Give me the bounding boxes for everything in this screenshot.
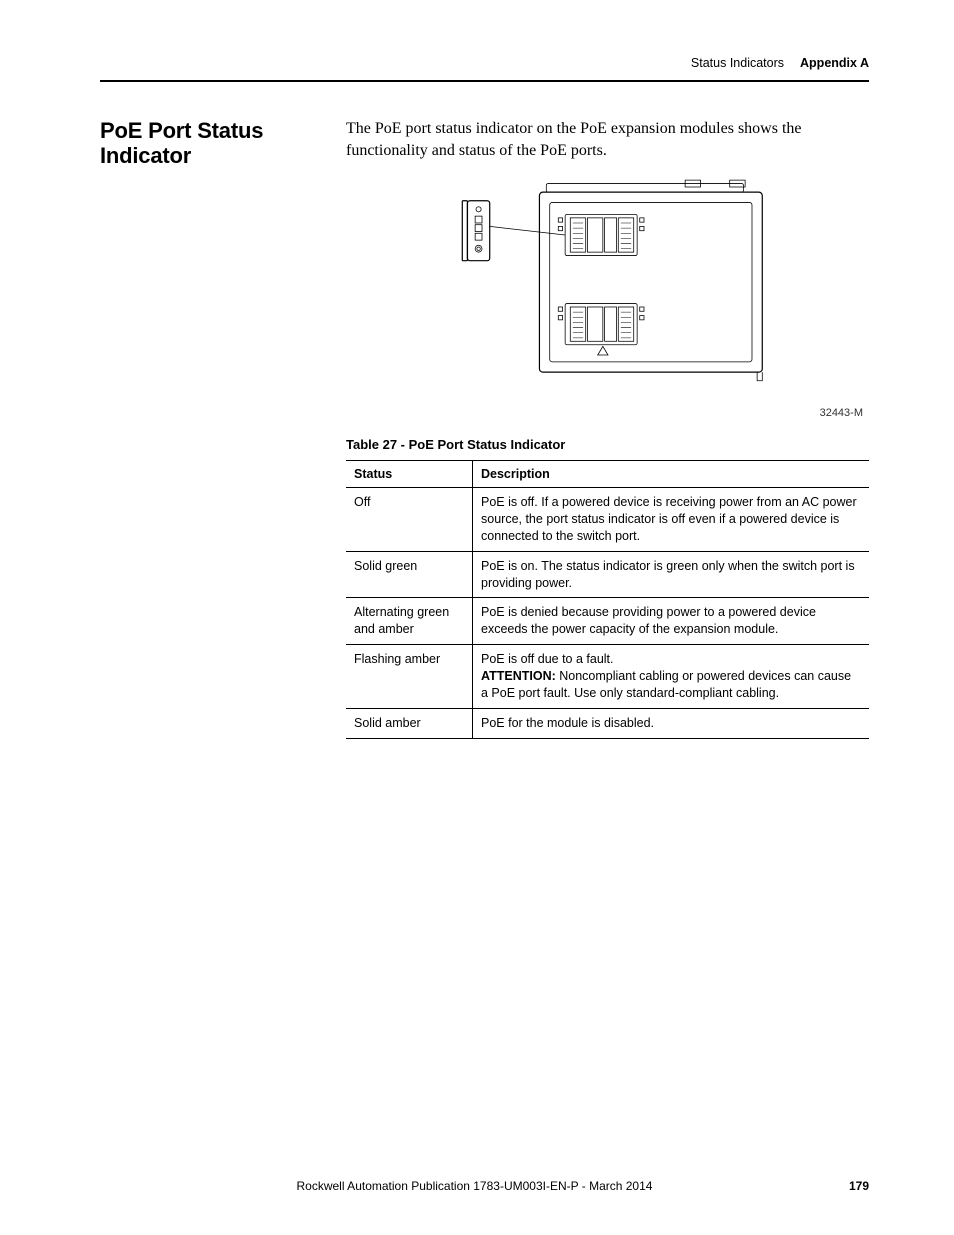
device-illustration: .ln{fill:none;stroke:#000;stroke-width:1… [428,175,788,398]
page-number: 179 [849,1179,869,1193]
description-cell: PoE is off. If a powered device is recei… [473,488,870,552]
table-row: Solid green PoE is on. The status indica… [346,551,869,598]
table-header-status: Status [346,461,473,488]
status-cell: Solid green [346,551,473,598]
running-header: Status Indicators Appendix A [100,56,869,82]
description-cell: PoE is on. The status indicator is green… [473,551,870,598]
figure-id: 32443-M [346,407,869,419]
footer-publication: Rockwell Automation Publication 1783-UM0… [100,1179,849,1193]
description-cell: PoE is denied because providing power to… [473,598,870,645]
intro-paragraph: The PoE port status indicator on the PoE… [346,118,869,161]
description-cell: PoE is off due to a fault. ATTENTION: No… [473,645,870,709]
page-footer: Rockwell Automation Publication 1783-UM0… [100,1179,869,1193]
table-row: Flashing amber PoE is off due to a fault… [346,645,869,709]
description-cell: PoE for the module is disabled. [473,708,870,738]
table-title: Table 27 - PoE Port Status Indicator [346,437,869,452]
status-cell: Off [346,488,473,552]
section-heading: PoE Port Status Indicator [100,118,346,169]
device-figure: .ln{fill:none;stroke:#000;stroke-width:1… [346,175,869,403]
table-header-description: Description [473,461,870,488]
table-row: Solid amber PoE for the module is disabl… [346,708,869,738]
table-row: Alternating green and amber PoE is denie… [346,598,869,645]
status-cell: Flashing amber [346,645,473,709]
status-cell: Alternating green and amber [346,598,473,645]
header-appendix: Appendix A [800,56,869,70]
attention-label: ATTENTION: [481,669,556,683]
status-cell: Solid amber [346,708,473,738]
header-section: Status Indicators [691,56,784,70]
description-pre: PoE is off due to a fault. [481,652,614,666]
status-table: Status Description Off PoE is off. If a … [346,460,869,739]
table-row: Off PoE is off. If a powered device is r… [346,488,869,552]
